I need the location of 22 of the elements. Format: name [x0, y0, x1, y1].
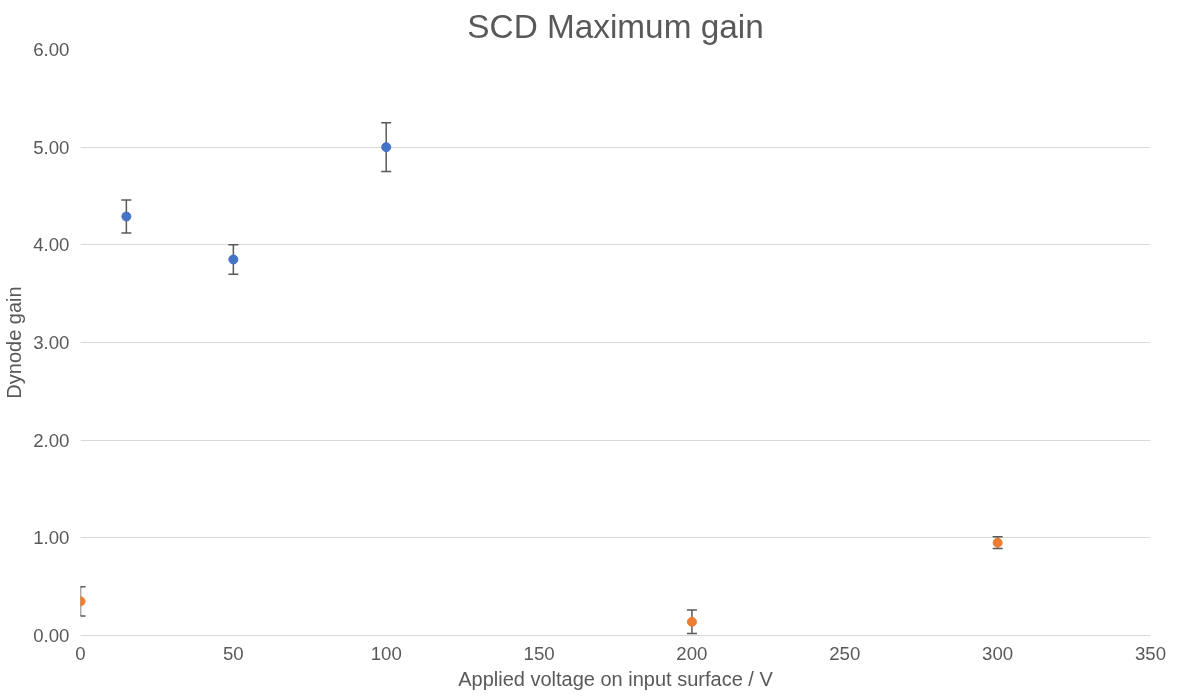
chart-title: SCD Maximum gain	[467, 7, 764, 45]
y-tick-label: 1.00	[33, 527, 70, 549]
y-tick-label: 0.00	[33, 625, 70, 646]
point	[228, 254, 239, 265]
x-tick-label: 300	[982, 642, 1014, 664]
x-tick-label: 200	[676, 642, 708, 664]
x-tick-label: 100	[370, 642, 402, 664]
y-tick-label: 5.00	[33, 136, 70, 158]
point	[686, 616, 697, 627]
x-tick-label: 150	[523, 642, 555, 664]
x-axis-title: Applied voltage on input surface / V	[458, 667, 774, 690]
x-tick-label: 0	[75, 642, 86, 664]
x-tick-label: 350	[1134, 642, 1167, 664]
point	[121, 211, 132, 222]
point	[381, 142, 392, 153]
x-tick-label: 250	[829, 642, 861, 664]
y-tick-label: 2.00	[33, 429, 70, 451]
y-tick-label: 3.00	[33, 332, 70, 353]
y-tick-label: 6.00	[33, 39, 70, 60]
x-tick-label: 50	[222, 642, 244, 664]
y-axis-title: Dynode gain	[3, 286, 26, 399]
y-tick-label: 4.00	[33, 234, 70, 256]
